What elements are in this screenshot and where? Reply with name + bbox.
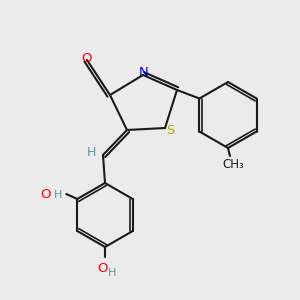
Text: H: H bbox=[86, 146, 96, 158]
Text: O: O bbox=[98, 262, 108, 275]
Text: N: N bbox=[139, 65, 149, 79]
Text: O: O bbox=[81, 52, 91, 65]
Text: S: S bbox=[166, 124, 174, 136]
Text: H: H bbox=[108, 268, 116, 278]
Text: H: H bbox=[54, 190, 63, 200]
Text: O: O bbox=[40, 188, 50, 200]
Text: CH₃: CH₃ bbox=[222, 158, 244, 172]
